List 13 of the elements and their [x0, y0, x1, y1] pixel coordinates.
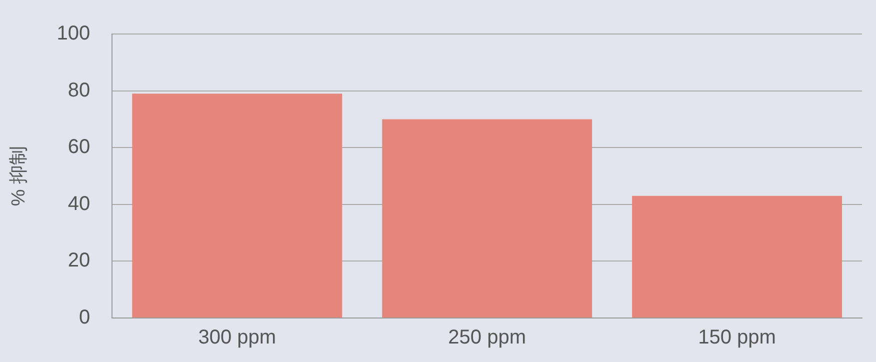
x-tick-label: 300 ppm [198, 326, 276, 349]
y-tick-label: 20 [68, 250, 90, 272]
bar [132, 94, 342, 318]
y-tick-label: 100 [56, 22, 90, 45]
y-tick-label: 0 [79, 306, 90, 329]
y-axis-title: % 抑制 [8, 146, 30, 206]
y-tick-label: 40 [68, 192, 90, 215]
x-tick-label: 150 ppm [698, 326, 776, 349]
y-tick-label: 60 [68, 136, 90, 158]
x-tick-label: 250 ppm [448, 326, 526, 349]
y-tick-label: 80 [68, 79, 90, 102]
bar [632, 196, 842, 318]
bar [382, 119, 592, 318]
